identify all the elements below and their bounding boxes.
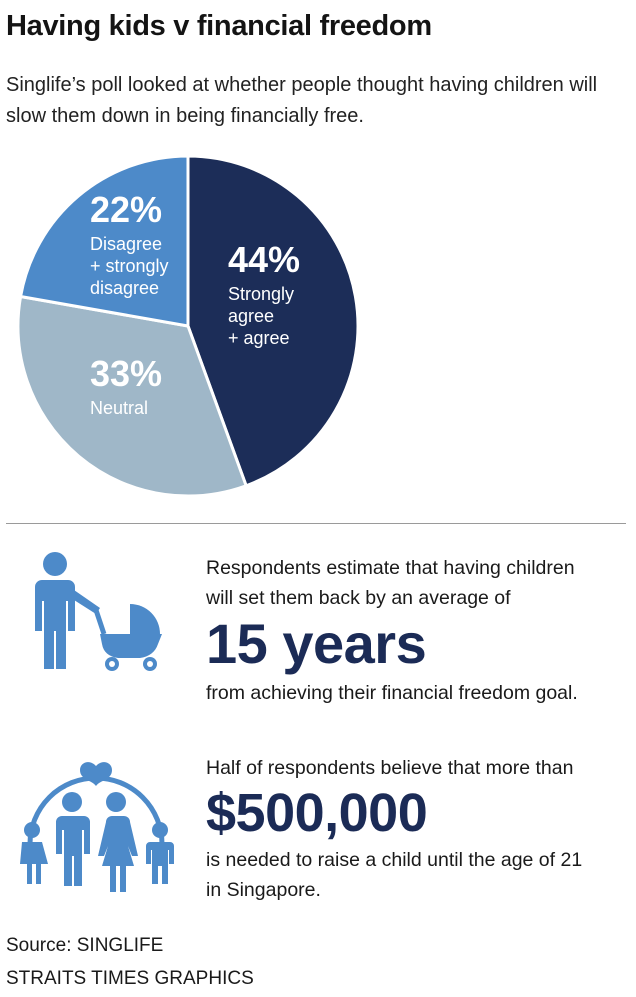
stat2-line1: Half of respondents believe that more th…	[206, 757, 574, 779]
pie-label-pct-disagree: 22%	[90, 189, 162, 230]
credit-line: STRAITS TIMES GRAPHICS	[6, 968, 254, 989]
family-with-heart-icon	[20, 762, 174, 892]
stat-cost: Half of respondents believe that more th…	[206, 753, 631, 905]
pie-label-text-disagree: disagree	[90, 278, 159, 298]
stat2-line3: in Singapore.	[206, 879, 321, 901]
parent-with-stroller-icon	[35, 552, 162, 671]
stat1-line2: will set them back by an average of	[206, 587, 511, 609]
pie-label-pct-agree: 44%	[228, 239, 300, 280]
pie-label-text-agree: Strongly	[228, 284, 294, 304]
pie-label-text-disagree: + strongly	[90, 256, 169, 276]
pie-label-pct-neutral: 33%	[90, 353, 162, 394]
section-divider	[6, 523, 626, 524]
pie-slice-disagree	[18, 154, 190, 328]
page-subtitle: Singlife’s poll looked at whether people…	[6, 74, 598, 127]
pie-slice-neutral	[16, 294, 249, 498]
stat1-big-number: 15 years	[206, 612, 427, 675]
stat-setback: Respondents estimate that having childre…	[206, 553, 631, 708]
stat2-big-number: $500,000	[206, 783, 428, 843]
stat1-line3: from achieving their financial freedom g…	[206, 682, 578, 704]
pie-label-text-agree: + agree	[228, 328, 290, 348]
stat2-line2: is needed to raise a child until the age…	[206, 849, 583, 871]
page-title: Having kids v financial freedom	[6, 10, 432, 42]
pie-label-text-agree: agree	[228, 306, 274, 326]
pie-label-text-disagree: Disagree	[90, 234, 162, 254]
pie-label-text-neutral: Neutral	[90, 398, 148, 418]
pie-slice-agree	[186, 154, 360, 488]
source-line: Source: SINGLIFE	[6, 935, 164, 956]
stat1-line1: Respondents estimate that having childre…	[206, 557, 575, 579]
